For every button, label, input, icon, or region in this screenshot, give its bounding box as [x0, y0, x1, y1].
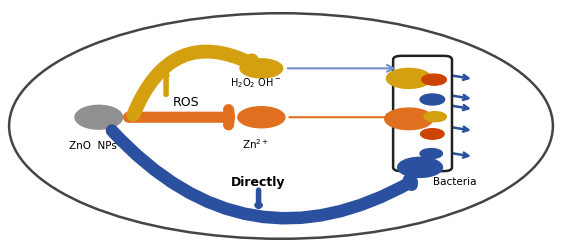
- FancyBboxPatch shape: [393, 56, 452, 171]
- Text: Zn$^{2+}$: Zn$^{2+}$: [242, 137, 269, 151]
- Circle shape: [422, 74, 446, 85]
- Circle shape: [420, 94, 445, 105]
- Text: Bacteria: Bacteria: [433, 177, 477, 187]
- Circle shape: [240, 59, 283, 78]
- Circle shape: [238, 107, 285, 128]
- Circle shape: [420, 149, 442, 159]
- Ellipse shape: [75, 105, 123, 129]
- FancyArrowPatch shape: [133, 51, 252, 115]
- Circle shape: [424, 112, 446, 122]
- Text: H$_2$O$_2$ OH$^-$: H$_2$O$_2$ OH$^-$: [230, 76, 282, 90]
- Text: ROS: ROS: [173, 96, 199, 109]
- FancyArrowPatch shape: [112, 131, 412, 218]
- Ellipse shape: [9, 13, 553, 239]
- Circle shape: [387, 68, 431, 88]
- Circle shape: [385, 108, 433, 130]
- Circle shape: [420, 129, 444, 139]
- Text: Directly: Directly: [232, 176, 286, 189]
- Text: ZnO  NPs: ZnO NPs: [69, 141, 117, 151]
- Circle shape: [397, 157, 442, 177]
